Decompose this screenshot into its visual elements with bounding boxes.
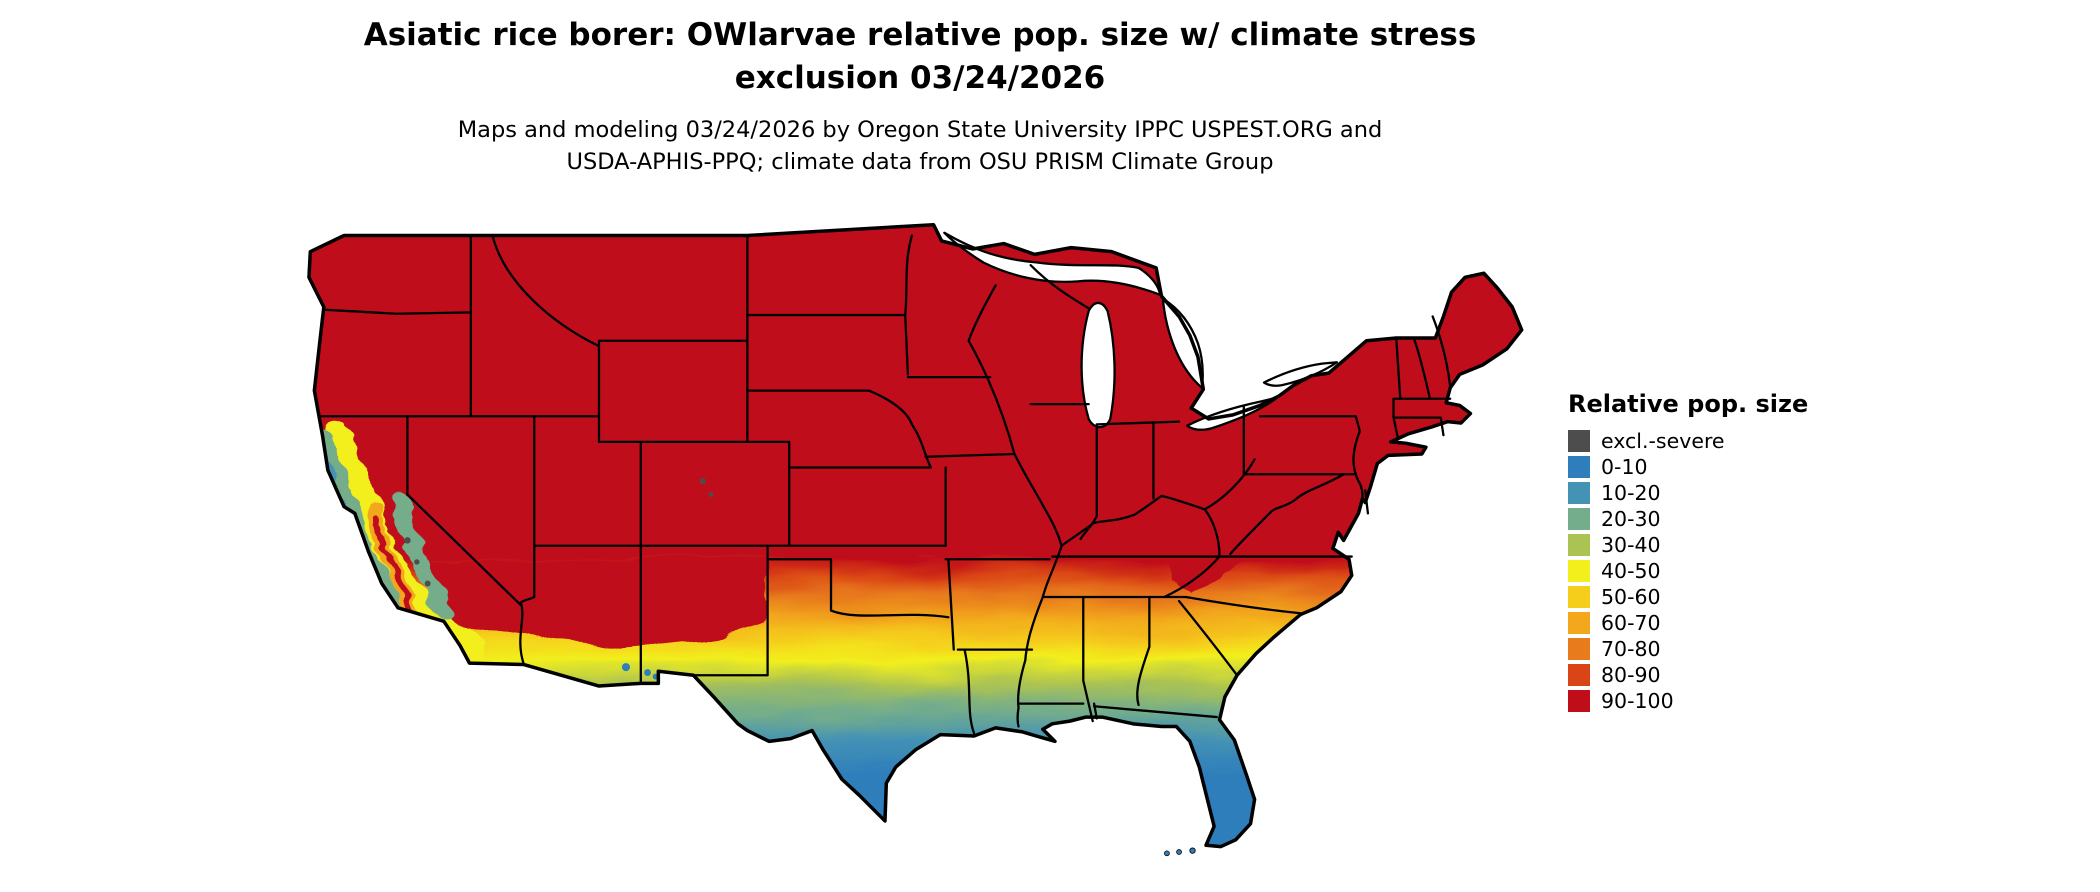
population-raster [308,224,1522,847]
key-speck [1164,850,1170,857]
legend-swatch [1568,586,1590,608]
map-subtitle: Maps and modeling 03/24/2026 by Oregon S… [0,114,1840,179]
legend-item: 20-30 [1568,506,1808,532]
excl-speck [404,537,411,544]
legend-label: 30-40 [1601,533,1661,557]
blue-speck [644,669,651,676]
legend-swatch [1568,482,1590,504]
state-borders-plains [692,234,1051,735]
legend-label: 10-20 [1601,481,1661,505]
legend-item: 60-70 [1568,610,1808,636]
excl-speck [699,478,706,484]
legend-item: 0-10 [1568,454,1808,480]
state-borders-west [318,234,947,684]
legend-item: 90-100 [1568,688,1808,714]
state-borders-northeast [1229,315,1452,555]
legend-item: 30-40 [1568,532,1808,558]
legend-label: 70-80 [1601,637,1661,661]
legend-label: 40-50 [1601,559,1661,583]
state-borders-south [1017,508,1353,723]
map-title-line1: Asiatic rice borer: OWlarvae relative po… [363,17,1477,53]
legend-swatch [1568,638,1590,660]
legend-item: 40-50 [1568,558,1808,584]
legend-title: Relative pop. size [1568,390,1809,418]
lake-michigan [1080,301,1116,429]
legend-item: 10-20 [1568,480,1808,506]
legend-label: 60-70 [1601,611,1661,635]
blue-speck [339,523,347,531]
legend-label: 20-30 [1601,507,1661,531]
legend-label: excl.-severe [1601,429,1725,453]
blue-speck [422,636,430,644]
legend-swatch [1568,690,1590,712]
southwest-red-zone [430,561,768,649]
legend-swatch [1568,560,1590,582]
excl-speck [424,580,431,587]
blue-speck [387,607,395,614]
us-map-svg [307,222,1524,857]
excl-speck [708,492,714,497]
us-outline [307,222,1524,849]
legend-label: 90-100 [1601,689,1674,713]
legend-swatch [1568,534,1590,556]
map-title-line2: exclusion 03/24/2026 [734,59,1106,96]
legend-item: 70-80 [1568,636,1808,662]
sierra-green-band [387,491,452,618]
legend-swatch [1568,430,1590,452]
us-map [302,222,1530,883]
blue-speck [360,566,368,574]
legend-label: 50-60 [1601,585,1661,609]
legend-item: 80-90 [1568,662,1808,688]
legend-item: excl.-severe [1568,428,1808,454]
florida-keys [1164,847,1196,857]
central-valley-red [372,518,414,611]
legend: Relative pop. size excl.-severe 0-10 10-20… [1568,390,1808,714]
legend-swatch [1568,664,1590,686]
map-subtitle-line2: USDA-APHIS-PPQ; climate data from OSU PR… [566,149,1274,176]
legend-swatch [1568,456,1590,478]
legend-label: 80-90 [1601,663,1661,687]
blue-speck [621,663,631,672]
legend-label: 0-10 [1601,455,1648,479]
key-speck [1189,847,1196,854]
latitude-gradient-fill [308,224,1522,847]
legend-items: excl.-severe 0-10 10-20 20-30 30-40 40-50 50-6… [1568,428,1808,714]
state-borders-midwest [967,264,1256,728]
state-borders [318,234,1452,735]
title-block: Asiatic rice borer: OWlarvae relative po… [0,14,1840,179]
legend-item: 50-60 [1568,584,1808,610]
key-speck [1176,849,1182,855]
map-subtitle-line1: Maps and modeling 03/24/2026 by Oregon S… [457,116,1383,143]
legend-swatch [1568,612,1590,634]
excluded-severe-specks [404,478,714,587]
legend-swatch [1568,508,1590,530]
excl-speck [414,559,420,565]
